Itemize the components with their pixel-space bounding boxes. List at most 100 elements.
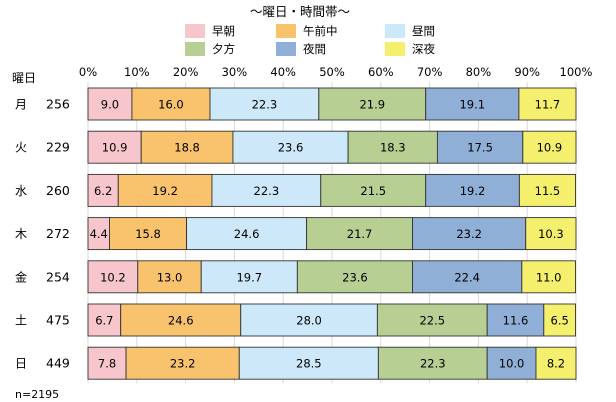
legend-swatch — [276, 24, 296, 38]
bar-segment — [436, 130, 524, 164]
x-axis-ticks: 0% 10% 20% 30% 40% 50% 60% 70% 80% 90% 100% — [79, 65, 593, 79]
legend-swatch — [185, 42, 205, 56]
data-label: 19.1 — [459, 98, 485, 112]
bar-segment — [518, 87, 577, 121]
bar-segment — [120, 303, 242, 337]
bar-rows: 月 256 9.0 16.0 22.3 21.9 19.1 11.7 火 229 10.9 18.8 2… — [15, 87, 577, 380]
bar-segment — [320, 173, 427, 207]
bar-segment — [525, 217, 577, 251]
bar-segment — [87, 260, 139, 294]
legend-label: 深夜 — [412, 42, 435, 56]
data-label: 4.4 — [90, 227, 108, 241]
category-label: 火 — [15, 141, 27, 155]
bar-segment — [117, 173, 213, 207]
row-count: 254 — [46, 269, 70, 284]
data-label: 28.5 — [296, 357, 322, 371]
bar-segment — [232, 130, 349, 164]
bar-row: 水 260 6.2 19.2 22.3 21.5 19.2 11.5 — [15, 173, 576, 207]
legend-label: 昼間 — [412, 24, 435, 38]
category-label: 木 — [15, 227, 27, 241]
data-label: 9.0 — [101, 98, 119, 112]
category-label: 金 — [15, 269, 27, 284]
data-label: 22.4 — [454, 270, 480, 284]
legend-label: 夜間 — [303, 42, 326, 56]
chart-title: 〜曜日・時間帯〜 — [250, 4, 350, 19]
category-label: 土 — [15, 314, 27, 328]
data-label: 22.3 — [420, 357, 446, 371]
data-label: 21.5 — [360, 184, 386, 198]
data-label: 10.3 — [538, 227, 564, 241]
bar-segment — [200, 260, 298, 294]
row-count: 272 — [46, 226, 70, 241]
data-label: 23.2 — [456, 227, 482, 241]
data-label: 11.7 — [535, 98, 561, 112]
x-tick-label: 20% — [173, 65, 199, 79]
bar-row: 金 254 10.2 13.0 19.7 23.6 22.4 11.0 — [15, 260, 576, 294]
bar-segment — [137, 260, 202, 294]
data-label: 18.3 — [380, 141, 406, 155]
bar-segment — [87, 130, 142, 164]
data-label: 11.6 — [503, 314, 529, 328]
data-label: 19.2 — [152, 184, 178, 198]
bar-segment — [412, 260, 523, 294]
bar-row: 月 256 9.0 16.0 22.3 21.9 19.1 11.7 — [15, 87, 577, 121]
legend-swatch — [185, 24, 205, 38]
data-label: 11.5 — [535, 184, 561, 198]
x-tick-label: 10% — [124, 65, 150, 79]
bar-segment — [131, 87, 211, 121]
row-count: 256 — [46, 97, 70, 112]
data-label: 10.0 — [499, 357, 525, 371]
bar-segment — [521, 260, 576, 294]
data-label: 28.0 — [296, 314, 322, 328]
row-count: 260 — [46, 183, 70, 198]
bar-segment — [211, 173, 322, 207]
data-label: 24.6 — [168, 314, 194, 328]
data-label: 8.2 — [547, 357, 565, 371]
row-header: 曜日 — [12, 71, 36, 85]
sample-size-note: n=2195 — [15, 388, 59, 401]
bar-segment — [518, 173, 576, 207]
bar-segment — [186, 217, 308, 251]
legend-swatch — [385, 42, 405, 56]
data-label: 7.8 — [98, 357, 116, 371]
x-tick-label: 70% — [417, 65, 443, 79]
bar-segment — [240, 303, 378, 337]
data-label: 6.2 — [94, 184, 112, 198]
data-label: 15.8 — [135, 227, 161, 241]
category-label: 水 — [15, 184, 27, 198]
row-count: 449 — [46, 356, 70, 371]
x-tick-label: 40% — [270, 65, 296, 79]
data-label: 23.6 — [342, 270, 368, 284]
bar-segment — [306, 217, 413, 251]
bar-segment — [125, 346, 240, 380]
data-label: 22.5 — [419, 314, 445, 328]
x-tick-label: 30% — [222, 65, 248, 79]
legend-swatch — [276, 42, 296, 56]
bar-row: 木 272 4.4 15.8 24.6 21.7 23.2 10.3 — [15, 217, 577, 251]
data-label: 23.2 — [170, 357, 196, 371]
bar-segment — [425, 87, 520, 121]
bar-row: 土 475 6.7 24.6 28.0 22.5 11.6 6.5 — [15, 303, 576, 337]
data-label: 10.9 — [537, 141, 563, 155]
bar-row: 火 229 10.9 18.8 23.6 18.3 17.5 10.9 — [15, 130, 577, 164]
data-label: 17.5 — [467, 141, 493, 155]
data-label: 21.7 — [347, 227, 373, 241]
data-label: 22.3 — [254, 184, 280, 198]
bar-segment — [522, 130, 577, 164]
bar-segment — [543, 303, 576, 337]
data-label: 16.0 — [158, 98, 184, 112]
data-label: 13.0 — [157, 270, 183, 284]
x-tick-label: 100% — [560, 65, 593, 79]
category-label: 日 — [15, 357, 27, 371]
bar-row: 日 449 7.8 23.2 28.5 22.3 10.0 8.2 — [15, 346, 577, 380]
x-tick-label: 90% — [514, 65, 540, 79]
row-count: 229 — [46, 140, 70, 155]
category-label: 月 — [15, 98, 27, 112]
data-label: 6.7 — [95, 314, 113, 328]
data-label: 18.8 — [174, 141, 200, 155]
bar-segment — [87, 173, 119, 207]
data-label: 21.9 — [359, 98, 385, 112]
bar-segment — [87, 87, 133, 121]
bar-segment — [318, 87, 427, 121]
